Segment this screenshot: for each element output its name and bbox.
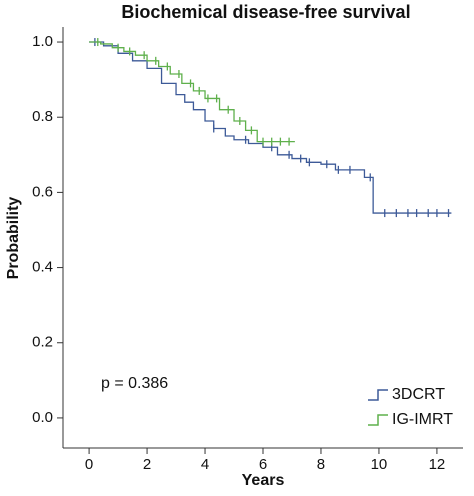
- y-tick-label: 0.2: [32, 334, 53, 351]
- x-tick-label: 0: [85, 456, 93, 473]
- x-tick-label: 2: [143, 456, 151, 473]
- y-axis-label: Probability: [5, 197, 22, 280]
- y-tick-label: 1.0: [32, 33, 53, 50]
- y-tick-label: 0.0: [32, 409, 53, 426]
- x-tick-label: 6: [259, 456, 267, 473]
- survival-curve: [89, 41, 295, 143]
- chart-title: Biochemical disease-free survival: [121, 2, 410, 22]
- legend-label: 3DCRT: [392, 386, 445, 403]
- x-tick-label: 4: [201, 456, 209, 473]
- y-tick-label: 0.4: [32, 259, 53, 276]
- y-tick-label: 0.6: [32, 183, 53, 200]
- x-tick-label: 12: [429, 456, 446, 473]
- x-axis-label: Years: [242, 472, 285, 489]
- legend-swatch: [368, 414, 388, 426]
- legend-label: IG-IMRT: [392, 411, 453, 428]
- survival-curve: [89, 41, 452, 214]
- x-tick-label: 10: [371, 456, 388, 473]
- legend-swatch: [368, 389, 388, 401]
- p-value: p = 0.386: [101, 375, 168, 392]
- y-tick-label: 0.8: [32, 108, 53, 125]
- x-tick-label: 8: [317, 456, 325, 473]
